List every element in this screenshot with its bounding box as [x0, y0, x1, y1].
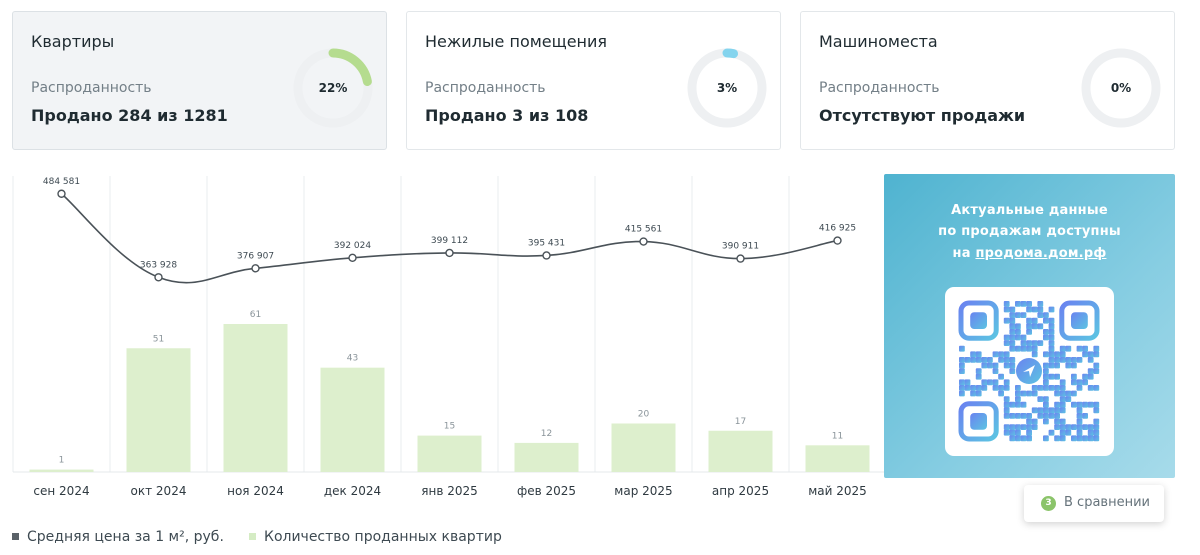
donut-track: [1081, 48, 1161, 128]
card-value: Отсутствуют продажи: [819, 106, 1026, 125]
bar[interactable]: [611, 423, 676, 472]
donut-apartments: [293, 48, 373, 128]
bar-value-label: 51: [153, 334, 164, 344]
promo-line-3: на продома.дом.рф: [884, 246, 1175, 261]
bar[interactable]: [223, 324, 288, 472]
qr-finder-core: [1071, 312, 1088, 329]
x-tick-label: дек 2024: [324, 484, 381, 498]
card-title: Машиноместа: [819, 32, 938, 51]
donut-commercial: [687, 48, 767, 128]
card-title: Квартиры: [31, 32, 115, 51]
price-point[interactable]: [736, 254, 745, 263]
x-tick-label: сен 2024: [33, 484, 89, 498]
promo-link[interactable]: продома.дом.рф: [975, 246, 1107, 261]
donut-percent: 22%: [318, 81, 348, 95]
card-subtitle: Распроданность: [425, 80, 546, 96]
bar[interactable]: [514, 442, 579, 472]
donut-progress: [293, 48, 373, 128]
price-point[interactable]: [445, 248, 454, 258]
bar[interactable]: [126, 348, 191, 472]
card-parking[interactable]: Машиноместа Распроданность Отсутствуют п…: [800, 11, 1175, 150]
card-subtitle: Распроданность: [819, 80, 940, 96]
donut-progress: [687, 48, 767, 128]
bar-value-label: 17: [735, 417, 746, 427]
price-point[interactable]: [833, 236, 842, 245]
card-value: Продано 284 из 1281: [31, 106, 228, 125]
bar-value-label: 43: [347, 354, 358, 364]
x-tick-label: май 2025: [808, 484, 867, 498]
compare-count-badge: 3: [1041, 496, 1056, 511]
price-value-label: 363 928: [140, 260, 177, 270]
bar[interactable]: [29, 469, 94, 472]
x-tick-label: фев 2025: [517, 484, 576, 498]
card-commercial[interactable]: Нежилые помещения Распроданность Продано…: [406, 11, 781, 150]
promo-prefix: на: [952, 246, 976, 261]
card-subtitle: Распроданность: [31, 80, 152, 96]
x-tick-label: янв 2025: [421, 484, 478, 498]
price-value-label: 415 561: [625, 225, 662, 235]
qr-finder-core: [970, 413, 987, 430]
price-value-label: 376 907: [237, 251, 274, 261]
card-apartments[interactable]: Квартиры Распроданность Продано 284 из 1…: [12, 11, 387, 150]
price-value-label: 390 911: [722, 242, 759, 252]
bar[interactable]: [805, 445, 870, 472]
price-value-label: 392 024: [334, 241, 371, 251]
qr-code-image: [958, 300, 1100, 442]
donut-percent: 3%: [716, 81, 738, 95]
price-point[interactable]: [542, 251, 551, 260]
qr-finder-core: [970, 312, 987, 329]
bar-value-label: 12: [541, 429, 552, 439]
bar-value-label: 20: [638, 409, 650, 419]
qr-finder: [958, 300, 999, 341]
qr-finder: [958, 401, 999, 442]
legend-swatch-line: [12, 533, 19, 540]
promo-panel: Актуальные данные по продажам доступны н…: [884, 174, 1175, 478]
qr-finder: [1059, 300, 1100, 341]
price-value-label: 399 112: [431, 236, 468, 246]
card-title: Нежилые помещения: [425, 32, 608, 51]
qr-modules: [959, 301, 1100, 442]
compare-label: В сравнении: [1064, 495, 1150, 510]
bar-value-label: 1: [59, 456, 65, 466]
x-tick-label: окт 2024: [131, 484, 187, 498]
x-tick-label: апр 2025: [712, 484, 769, 498]
promo-line-2: по продажам доступны: [938, 224, 1121, 239]
x-tick-label: мар 2025: [614, 484, 672, 498]
donut-parking: [1081, 48, 1161, 128]
x-tick-label: ноя 2024: [227, 484, 284, 498]
legend-label: Средняя цена за 1 м², руб.: [27, 529, 224, 545]
price-point[interactable]: [57, 189, 66, 198]
price-point[interactable]: [348, 253, 357, 263]
compass-needle: [1023, 365, 1035, 377]
bar[interactable]: [417, 435, 482, 472]
price-value-label: 484 581: [43, 177, 80, 187]
price-point[interactable]: [154, 273, 163, 282]
bar[interactable]: [320, 367, 385, 472]
bar-value-label: 11: [832, 431, 843, 441]
price-value-label: 395 431: [528, 238, 565, 248]
price-point[interactable]: [639, 237, 648, 246]
compare-button[interactable]: 3 В сравнении: [1024, 485, 1164, 522]
donut-percent: 0%: [1110, 81, 1132, 95]
qr-code[interactable]: [945, 287, 1114, 456]
bar[interactable]: [708, 430, 773, 472]
bar-value-label: 61: [250, 310, 261, 320]
legend-swatch-bar: [249, 533, 256, 540]
bar-value-label: 15: [444, 422, 455, 432]
sales-chart: 1 51 61 43 15 12 20 17 11 484 581 363 928 376 907 39…: [12, 176, 884, 498]
legend-label: Количество проданных квартир: [264, 529, 502, 545]
promo-line-1: Актуальные данные: [951, 203, 1108, 218]
price-point[interactable]: [251, 264, 260, 273]
price-value-label: 416 925: [819, 224, 856, 234]
card-value: Продано 3 из 108: [425, 106, 589, 125]
